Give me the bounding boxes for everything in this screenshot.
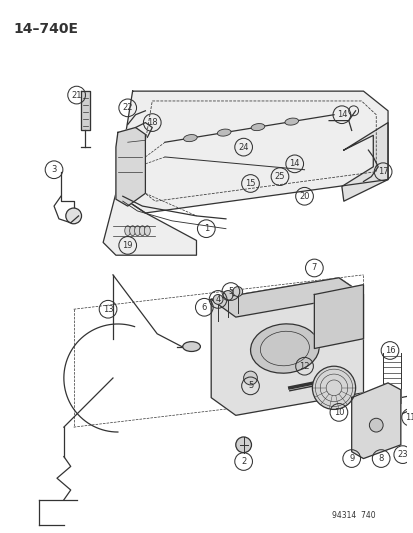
Text: 3: 3 [51, 165, 57, 174]
Polygon shape [116, 91, 387, 213]
Text: 94314  740: 94314 740 [331, 511, 375, 520]
Circle shape [232, 287, 242, 296]
Polygon shape [351, 383, 400, 458]
Text: 8: 8 [377, 454, 383, 463]
Polygon shape [211, 278, 363, 415]
Text: 17: 17 [377, 167, 387, 176]
Ellipse shape [129, 226, 135, 236]
Text: 1: 1 [203, 224, 209, 233]
Ellipse shape [124, 226, 131, 236]
Circle shape [243, 371, 257, 385]
Text: 21: 21 [71, 91, 82, 100]
Text: 25: 25 [274, 172, 285, 181]
Text: 2: 2 [240, 457, 246, 466]
Ellipse shape [139, 226, 145, 236]
Polygon shape [81, 91, 90, 131]
Ellipse shape [217, 129, 230, 136]
Text: 9: 9 [348, 454, 354, 463]
Text: 6: 6 [201, 303, 206, 312]
Text: 4: 4 [215, 295, 220, 304]
Text: 7: 7 [311, 263, 316, 272]
Polygon shape [211, 278, 363, 317]
Circle shape [368, 418, 382, 432]
Text: 19: 19 [122, 241, 133, 250]
Text: 10: 10 [333, 408, 343, 417]
Text: 5: 5 [247, 381, 252, 390]
Ellipse shape [182, 342, 200, 351]
Text: 14: 14 [336, 110, 346, 119]
Ellipse shape [134, 226, 140, 236]
Text: 12: 12 [299, 362, 309, 371]
Polygon shape [341, 123, 387, 201]
Polygon shape [116, 127, 145, 206]
Text: 24: 24 [238, 143, 248, 152]
Text: 13: 13 [102, 305, 113, 314]
Ellipse shape [250, 324, 318, 373]
Text: 23: 23 [396, 450, 407, 459]
Ellipse shape [144, 226, 150, 236]
Text: 22: 22 [122, 103, 133, 112]
Circle shape [66, 208, 81, 224]
Ellipse shape [183, 134, 197, 142]
Ellipse shape [251, 124, 264, 131]
Circle shape [235, 437, 251, 453]
Text: 15: 15 [244, 179, 255, 188]
Text: 14: 14 [289, 159, 299, 168]
Text: 16: 16 [384, 346, 394, 355]
Circle shape [312, 366, 355, 409]
Text: 14–740E: 14–740E [14, 22, 78, 36]
Text: 20: 20 [299, 192, 309, 201]
Text: 18: 18 [147, 118, 157, 127]
Text: 11: 11 [404, 413, 413, 422]
Ellipse shape [284, 118, 298, 125]
Circle shape [213, 295, 223, 304]
Circle shape [223, 290, 232, 301]
Text: 5: 5 [228, 287, 233, 296]
Polygon shape [313, 285, 363, 349]
Polygon shape [103, 193, 196, 255]
